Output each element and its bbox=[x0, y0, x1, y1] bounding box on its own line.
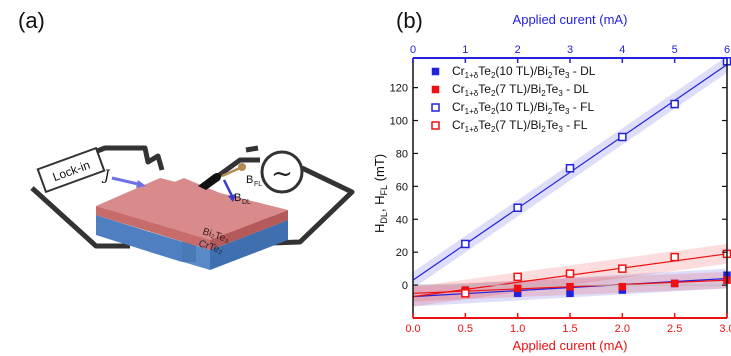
b-dl-label: B bbox=[234, 192, 241, 204]
y-title-h: H bbox=[372, 224, 387, 233]
top-x-tick-label: 1 bbox=[462, 44, 468, 56]
legend-marker bbox=[431, 85, 440, 94]
b-dl-subscript: DL bbox=[242, 199, 251, 206]
bottom-x-tick-label: 1.0 bbox=[510, 323, 525, 335]
data-point bbox=[513, 203, 522, 212]
panel-label-b: (b) bbox=[396, 8, 423, 33]
y-tick-label: 100 bbox=[390, 116, 408, 128]
bottom-x-axis-title: Applied curent (mA) bbox=[513, 338, 628, 353]
legend-entry: Cr1+δTe2(10 TL)/Bi2Te3 - FL bbox=[452, 100, 594, 116]
data-point bbox=[670, 99, 679, 109]
y-title-sub1: DL bbox=[379, 212, 389, 224]
bottom-x-tick-label: 2.5 bbox=[667, 323, 682, 335]
y-title-unit: (mT) bbox=[372, 154, 387, 185]
bottom-layer bbox=[96, 215, 288, 270]
bottom-x-tick-label: 3.0 bbox=[719, 323, 731, 335]
y-tick-label: 80 bbox=[396, 148, 408, 160]
panel-label-a: (a) bbox=[18, 8, 45, 33]
top-layer bbox=[96, 178, 288, 250]
legend-marker bbox=[431, 121, 440, 130]
y-tick-label: 40 bbox=[396, 214, 408, 226]
data-point bbox=[670, 279, 679, 288]
top-x-axis-title: Applied curent (mA) bbox=[513, 12, 628, 27]
top-x-tick-label: 3 bbox=[567, 44, 573, 56]
y-tick-label: 20 bbox=[396, 247, 408, 259]
bottom-x-tick-label: 1.5 bbox=[562, 323, 577, 335]
y-ticks: 0 20 40 60 80 100 120 bbox=[390, 83, 727, 292]
data-point bbox=[566, 289, 574, 298]
data-point bbox=[618, 282, 627, 291]
y-tick-label: 60 bbox=[396, 181, 408, 193]
data-point bbox=[670, 252, 679, 262]
data-point bbox=[565, 164, 575, 173]
device-schematic: Lock-in ~ J B FL bbox=[30, 145, 355, 270]
y-title-sub2: FL bbox=[379, 185, 389, 196]
probe-contact bbox=[198, 173, 221, 190]
data-point bbox=[513, 284, 522, 293]
data-point bbox=[566, 282, 574, 291]
legend-entry: Cr1+δTe2(10 TL)/Bi2Te3 - DL bbox=[452, 64, 596, 80]
current-symbol: J bbox=[101, 168, 111, 184]
data-point bbox=[618, 132, 627, 142]
bottom-x-tick-label: 2.0 bbox=[615, 323, 630, 335]
top-x-tick-label: 5 bbox=[672, 44, 678, 56]
top-x-ticks: 0 1 2 3 4 5 6 bbox=[410, 44, 730, 63]
b-fl-subscript: FL bbox=[254, 181, 262, 188]
b-fl-vector: B FL bbox=[221, 163, 262, 188]
ac-source: ~ bbox=[260, 150, 304, 194]
legend-marker bbox=[431, 103, 440, 112]
y-tick-label: 0 bbox=[402, 280, 408, 292]
legend-marker bbox=[431, 67, 440, 76]
top-x-tick-label: 6 bbox=[724, 44, 730, 56]
y-title-mid: , H bbox=[372, 195, 387, 212]
y-axis-title: HDL, HFL (mT) bbox=[372, 154, 389, 233]
legend-entry: Cr1+δTe2(7 TL)/Bi2Te3 - FL bbox=[452, 118, 588, 134]
ac-source-symbol: ~ bbox=[271, 159, 293, 189]
data-point bbox=[461, 289, 470, 298]
legend: Cr1+δTe2(10 TL)/Bi2Te3 - DL Cr1+δTe2(7 TL… bbox=[431, 64, 596, 134]
legend-entry: Cr1+δTe2(7 TL)/Bi2Te3 - DL bbox=[452, 82, 589, 98]
bottom-x-tick-label: 0.5 bbox=[458, 323, 473, 335]
bottom-x-ticks: 0.0 0.5 1.0 1.5 2.0 2.5 3.0 bbox=[405, 313, 731, 335]
data-point bbox=[461, 239, 470, 249]
data-point bbox=[513, 272, 522, 282]
b-fl-label: B bbox=[246, 174, 253, 186]
top-x-tick-label: 2 bbox=[515, 44, 521, 56]
current-vector: J bbox=[101, 168, 146, 188]
data-point bbox=[618, 264, 627, 273]
b-dl-vector: B DL bbox=[222, 179, 251, 206]
data-point bbox=[565, 269, 575, 278]
top-x-tick-label: 4 bbox=[619, 44, 625, 56]
y-tick-label: 120 bbox=[390, 83, 408, 95]
top-x-tick-label: 0 bbox=[410, 44, 416, 56]
bottom-x-tick-label: 0.0 bbox=[405, 323, 420, 335]
